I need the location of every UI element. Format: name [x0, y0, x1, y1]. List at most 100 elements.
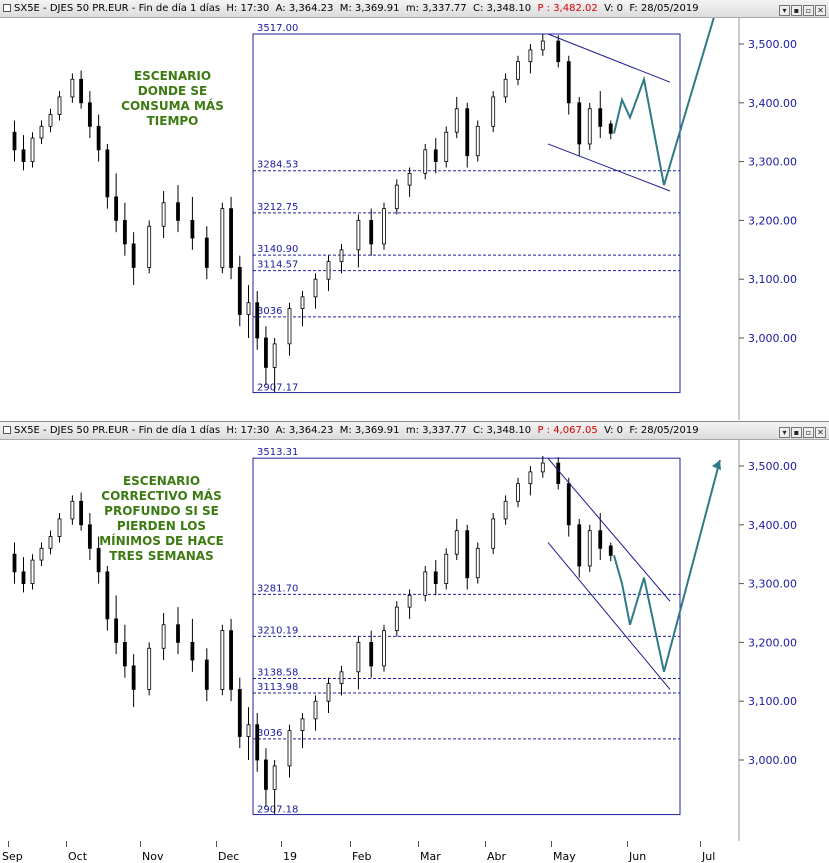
- candle-body: [556, 462, 561, 485]
- header-price: P : 3,482.02: [537, 3, 598, 14]
- x-axis-label: 19: [283, 850, 297, 863]
- close-button[interactable]: ✕: [815, 5, 826, 16]
- candle-body: [598, 108, 603, 127]
- fibonacci-level-label: 2907.18: [257, 805, 298, 816]
- channel-line: [547, 542, 671, 690]
- candle-body: [587, 530, 592, 567]
- candle-body: [12, 553, 17, 573]
- price-tick-label: 3,100.00: [748, 273, 797, 286]
- header-open: A: 3,364.23: [275, 425, 334, 436]
- price-tick-label: 3,400.00: [748, 519, 797, 532]
- candle-body: [394, 606, 399, 632]
- fibonacci-level-label: 3036: [257, 306, 282, 317]
- maximize-button[interactable]: ▫: [803, 427, 814, 438]
- fibonacci-level-label: 3284.53: [257, 160, 298, 171]
- candle-body: [369, 641, 374, 667]
- maximize-button[interactable]: ▫: [803, 5, 814, 16]
- x-axis-tick: [418, 841, 419, 847]
- menu-button[interactable]: ▾: [779, 5, 790, 16]
- header-hour: H: 17:30: [226, 3, 270, 14]
- x-axis-label: Jun: [629, 850, 647, 863]
- candle-body: [12, 131, 17, 151]
- fibonacci-level-label: 3036: [257, 728, 282, 739]
- candle-body: [598, 530, 603, 549]
- candle-body: [465, 530, 470, 579]
- candle-body: [161, 202, 166, 227]
- candle-body: [204, 237, 209, 268]
- header-volume: V: 0: [604, 425, 624, 436]
- fibonacci-level-label: 3281.70: [257, 583, 298, 594]
- candle-body: [96, 125, 101, 151]
- candle-body: [272, 765, 277, 790]
- candle-body: [608, 123, 613, 134]
- candle-body: [475, 125, 480, 157]
- candle-body: [57, 518, 62, 537]
- candlestick-chart[interactable]: 3,500.00 3,400.00 3,300.00 3,200.00 3,100.00…: [0, 18, 829, 420]
- chart-window-icon: [3, 426, 11, 434]
- chart-titlebar[interactable]: SX5E - DJES 50 PR.EUR - Fin de día 1 día…: [0, 0, 829, 18]
- fibonacci-level-label: 3140.90: [257, 244, 298, 255]
- candlestick-chart[interactable]: 3,500.00 3,400.00 3,300.00 3,200.00 3,100.00…: [0, 440, 829, 842]
- price-tick-label: 3,300.00: [748, 578, 797, 591]
- candle-body: [423, 571, 428, 596]
- candle-body: [326, 261, 331, 280]
- price-tick-label: 3,000.00: [748, 754, 797, 767]
- fibonacci-level-label: 3517.00: [257, 23, 298, 34]
- candle-body: [444, 553, 449, 584]
- candle-body: [255, 302, 260, 339]
- candle-body: [114, 196, 119, 221]
- candle-body: [204, 659, 209, 690]
- candle-body: [70, 78, 75, 98]
- header-hour: H: 17:30: [226, 425, 270, 436]
- candle-body: [122, 219, 127, 245]
- minimize-button[interactable]: ▪: [791, 5, 802, 16]
- candle-body: [339, 671, 344, 684]
- candle-body: [190, 219, 195, 239]
- candle-body: [220, 208, 225, 268]
- chart-titlebar[interactable]: SX5E - DJES 50 PR.EUR - Fin de día 1 día…: [0, 422, 829, 440]
- candle-body: [21, 571, 26, 584]
- candle-body: [79, 500, 84, 526]
- x-axis-label: Abr: [487, 850, 507, 863]
- candle-body: [313, 700, 318, 720]
- price-tick-label: 3,200.00: [748, 636, 797, 649]
- x-axis-tick: [281, 841, 282, 847]
- chart-panel-top[interactable]: SX5E - DJES 50 PR.EUR - Fin de día 1 día…: [0, 0, 829, 420]
- candle-body: [39, 125, 44, 139]
- candle-body: [246, 302, 251, 315]
- candle-body: [21, 149, 26, 162]
- candle-body: [87, 102, 92, 127]
- x-axis-label: Jul: [702, 850, 716, 863]
- candle-body: [287, 730, 292, 767]
- candle-body: [190, 641, 195, 661]
- channel-line: [547, 143, 671, 192]
- header-price: P : 4,067.05: [537, 425, 598, 436]
- candle-body: [313, 278, 318, 298]
- candle-body: [516, 61, 520, 80]
- candle-body: [356, 219, 361, 251]
- candle-body: [39, 547, 44, 561]
- candle-body: [264, 337, 268, 368]
- candle-body: [237, 267, 242, 315]
- header-high: M: 3,369.91: [339, 3, 400, 14]
- candle-body: [272, 343, 277, 368]
- candle-body: [356, 641, 361, 673]
- channel-line: [547, 33, 671, 83]
- x-axis-label: Oct: [68, 850, 88, 863]
- candle-body: [70, 500, 75, 520]
- x-axis-tick: [700, 841, 701, 847]
- close-button[interactable]: ✕: [815, 427, 826, 438]
- candle-body: [566, 483, 571, 526]
- candle-body: [105, 149, 110, 198]
- price-tick-label: 3,400.00: [748, 97, 797, 110]
- candle-body: [30, 559, 35, 585]
- candle-body: [87, 524, 92, 549]
- candle-body: [516, 483, 520, 502]
- candle-body: [407, 172, 412, 186]
- minimize-button[interactable]: ▪: [791, 427, 802, 438]
- fibonacci-level-label: 3113.98: [257, 682, 298, 693]
- candle-body: [566, 61, 571, 104]
- chart-panel-bottom[interactable]: SX5E - DJES 50 PR.EUR - Fin de día 1 día…: [0, 421, 829, 842]
- menu-button[interactable]: ▾: [779, 427, 790, 438]
- candle-body: [264, 759, 268, 790]
